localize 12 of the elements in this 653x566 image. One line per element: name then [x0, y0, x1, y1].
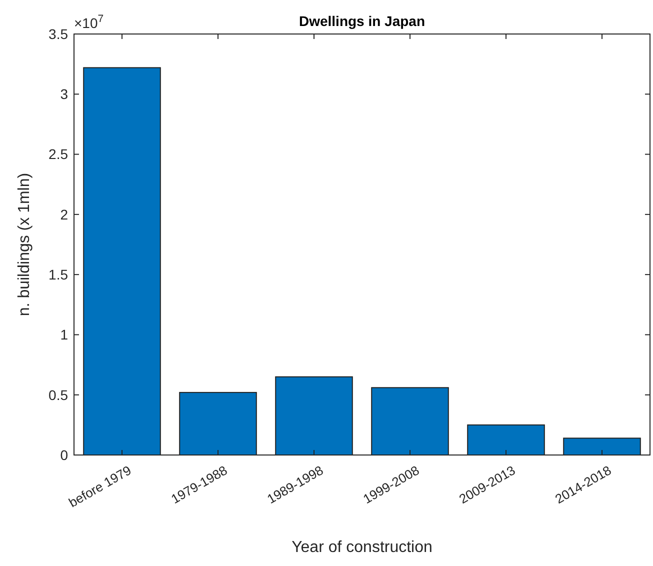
y-tick-label: 3	[60, 86, 68, 102]
y-tick-label: 2.5	[48, 146, 68, 162]
y-tick-label: 2	[60, 206, 68, 222]
y-tick-label: 0	[60, 446, 68, 463]
y-tick-label: 3.5	[48, 26, 68, 42]
y-axis-title: n. buildings (x 1mln)	[16, 172, 33, 316]
chart-title: Dwellings in Japan	[298, 13, 426, 29]
y-tick-label: 1.5	[48, 266, 68, 282]
y-tick-label: 1	[60, 326, 68, 343]
x-axis-title: Year of construction	[292, 539, 432, 556]
y-tick-label: 0.5	[48, 386, 68, 403]
text: ×10$^{7}$	[74, 13, 104, 31]
